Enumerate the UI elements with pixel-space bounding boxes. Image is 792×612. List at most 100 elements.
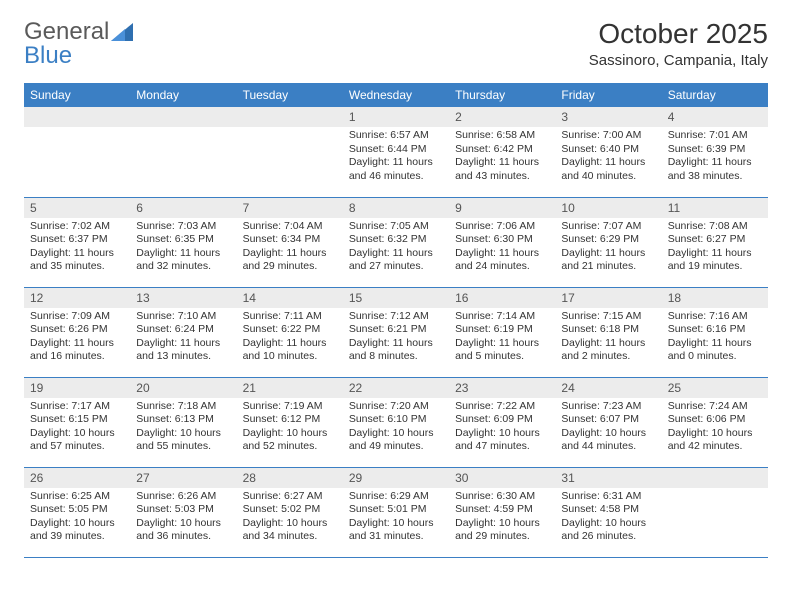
day-number: 8 — [343, 198, 449, 218]
calendar-day-cell: 5Sunrise: 7:02 AMSunset: 6:37 PMDaylight… — [24, 197, 130, 287]
sunrise-text: Sunrise: 6:30 AM — [455, 490, 549, 504]
calendar-week-row: 1Sunrise: 6:57 AMSunset: 6:44 PMDaylight… — [24, 107, 768, 197]
sunrise-text: Sunrise: 6:29 AM — [349, 490, 443, 504]
calendar-header-row: SundayMondayTuesdayWednesdayThursdayFrid… — [24, 83, 768, 107]
day-number: 21 — [237, 378, 343, 398]
calendar-day-cell — [237, 107, 343, 197]
day-number: 9 — [449, 198, 555, 218]
day-details: Sunrise: 6:27 AMSunset: 5:02 PMDaylight:… — [237, 488, 343, 549]
daylight-text: Daylight: 10 hours and 44 minutes. — [561, 427, 655, 454]
day-number: 28 — [237, 468, 343, 488]
day-number: 3 — [555, 107, 661, 127]
calendar-day-cell: 24Sunrise: 7:23 AMSunset: 6:07 PMDayligh… — [555, 377, 661, 467]
sunrise-text: Sunrise: 7:12 AM — [349, 310, 443, 324]
sunrise-text: Sunrise: 7:08 AM — [668, 220, 762, 234]
sunrise-text: Sunrise: 6:31 AM — [561, 490, 655, 504]
day-number: 14 — [237, 288, 343, 308]
day-number: 17 — [555, 288, 661, 308]
sunrise-text: Sunrise: 7:00 AM — [561, 129, 655, 143]
calendar-week-row: 5Sunrise: 7:02 AMSunset: 6:37 PMDaylight… — [24, 197, 768, 287]
weekday-header: Saturday — [662, 83, 768, 107]
day-number: 2 — [449, 107, 555, 127]
calendar-day-cell: 28Sunrise: 6:27 AMSunset: 5:02 PMDayligh… — [237, 467, 343, 557]
day-details: Sunrise: 6:29 AMSunset: 5:01 PMDaylight:… — [343, 488, 449, 549]
day-details: Sunrise: 7:18 AMSunset: 6:13 PMDaylight:… — [130, 398, 236, 459]
calendar-day-cell — [130, 107, 236, 197]
sunrise-text: Sunrise: 6:58 AM — [455, 129, 549, 143]
day-details: Sunrise: 7:20 AMSunset: 6:10 PMDaylight:… — [343, 398, 449, 459]
daylight-text: Daylight: 10 hours and 26 minutes. — [561, 517, 655, 544]
calendar-day-cell: 17Sunrise: 7:15 AMSunset: 6:18 PMDayligh… — [555, 287, 661, 377]
calendar-day-cell: 22Sunrise: 7:20 AMSunset: 6:10 PMDayligh… — [343, 377, 449, 467]
daylight-text: Daylight: 11 hours and 5 minutes. — [455, 337, 549, 364]
calendar-day-cell: 9Sunrise: 7:06 AMSunset: 6:30 PMDaylight… — [449, 197, 555, 287]
daylight-text: Daylight: 10 hours and 52 minutes. — [243, 427, 337, 454]
daylight-text: Daylight: 11 hours and 46 minutes. — [349, 156, 443, 183]
day-number: 7 — [237, 198, 343, 218]
sunset-text: Sunset: 6:21 PM — [349, 323, 443, 337]
daylight-text: Daylight: 10 hours and 55 minutes. — [136, 427, 230, 454]
sunset-text: Sunset: 5:02 PM — [243, 503, 337, 517]
sunset-text: Sunset: 6:07 PM — [561, 413, 655, 427]
daylight-text: Daylight: 11 hours and 2 minutes. — [561, 337, 655, 364]
day-number: 31 — [555, 468, 661, 488]
page-title: October 2025 — [589, 18, 768, 50]
sunrise-text: Sunrise: 7:14 AM — [455, 310, 549, 324]
daylight-text: Daylight: 10 hours and 47 minutes. — [455, 427, 549, 454]
sunrise-text: Sunrise: 7:07 AM — [561, 220, 655, 234]
sunrise-text: Sunrise: 7:11 AM — [243, 310, 337, 324]
sunset-text: Sunset: 6:39 PM — [668, 143, 762, 157]
day-number: 6 — [130, 198, 236, 218]
sunrise-text: Sunrise: 7:03 AM — [136, 220, 230, 234]
daylight-text: Daylight: 10 hours and 42 minutes. — [668, 427, 762, 454]
calendar-day-cell: 27Sunrise: 6:26 AMSunset: 5:03 PMDayligh… — [130, 467, 236, 557]
calendar-day-cell: 14Sunrise: 7:11 AMSunset: 6:22 PMDayligh… — [237, 287, 343, 377]
day-details: Sunrise: 7:07 AMSunset: 6:29 PMDaylight:… — [555, 218, 661, 279]
calendar-day-cell: 26Sunrise: 6:25 AMSunset: 5:05 PMDayligh… — [24, 467, 130, 557]
daylight-text: Daylight: 11 hours and 21 minutes. — [561, 247, 655, 274]
calendar-day-cell: 13Sunrise: 7:10 AMSunset: 6:24 PMDayligh… — [130, 287, 236, 377]
day-number: 1 — [343, 107, 449, 127]
daylight-text: Daylight: 11 hours and 16 minutes. — [30, 337, 124, 364]
daylight-text: Daylight: 11 hours and 10 minutes. — [243, 337, 337, 364]
sunset-text: Sunset: 5:05 PM — [30, 503, 124, 517]
calendar-day-cell: 18Sunrise: 7:16 AMSunset: 6:16 PMDayligh… — [662, 287, 768, 377]
day-number — [237, 107, 343, 127]
daylight-text: Daylight: 11 hours and 8 minutes. — [349, 337, 443, 364]
daylight-text: Daylight: 11 hours and 0 minutes. — [668, 337, 762, 364]
sunset-text: Sunset: 4:59 PM — [455, 503, 549, 517]
daylight-text: Daylight: 11 hours and 27 minutes. — [349, 247, 443, 274]
sunset-text: Sunset: 6:12 PM — [243, 413, 337, 427]
calendar-week-row: 19Sunrise: 7:17 AMSunset: 6:15 PMDayligh… — [24, 377, 768, 467]
sunset-text: Sunset: 6:26 PM — [30, 323, 124, 337]
sunrise-text: Sunrise: 7:02 AM — [30, 220, 124, 234]
day-details: Sunrise: 7:10 AMSunset: 6:24 PMDaylight:… — [130, 308, 236, 369]
day-details: Sunrise: 6:57 AMSunset: 6:44 PMDaylight:… — [343, 127, 449, 188]
day-number: 20 — [130, 378, 236, 398]
calendar-day-cell: 7Sunrise: 7:04 AMSunset: 6:34 PMDaylight… — [237, 197, 343, 287]
day-number: 16 — [449, 288, 555, 308]
daylight-text: Daylight: 11 hours and 19 minutes. — [668, 247, 762, 274]
day-details: Sunrise: 7:04 AMSunset: 6:34 PMDaylight:… — [237, 218, 343, 279]
calendar-week-row: 12Sunrise: 7:09 AMSunset: 6:26 PMDayligh… — [24, 287, 768, 377]
day-number: 25 — [662, 378, 768, 398]
calendar-day-cell: 25Sunrise: 7:24 AMSunset: 6:06 PMDayligh… — [662, 377, 768, 467]
day-number: 30 — [449, 468, 555, 488]
weekday-header: Wednesday — [343, 83, 449, 107]
weekday-header: Thursday — [449, 83, 555, 107]
calendar-day-cell: 15Sunrise: 7:12 AMSunset: 6:21 PMDayligh… — [343, 287, 449, 377]
day-number: 23 — [449, 378, 555, 398]
calendar-day-cell: 8Sunrise: 7:05 AMSunset: 6:32 PMDaylight… — [343, 197, 449, 287]
calendar-day-cell: 11Sunrise: 7:08 AMSunset: 6:27 PMDayligh… — [662, 197, 768, 287]
day-number: 11 — [662, 198, 768, 218]
calendar-day-cell: 3Sunrise: 7:00 AMSunset: 6:40 PMDaylight… — [555, 107, 661, 197]
day-details: Sunrise: 7:16 AMSunset: 6:16 PMDaylight:… — [662, 308, 768, 369]
day-details: Sunrise: 6:31 AMSunset: 4:58 PMDaylight:… — [555, 488, 661, 549]
sunrise-text: Sunrise: 7:18 AM — [136, 400, 230, 414]
day-details: Sunrise: 7:15 AMSunset: 6:18 PMDaylight:… — [555, 308, 661, 369]
sunset-text: Sunset: 6:34 PM — [243, 233, 337, 247]
calendar-day-cell: 10Sunrise: 7:07 AMSunset: 6:29 PMDayligh… — [555, 197, 661, 287]
title-block: October 2025 Sassinoro, Campania, Italy — [589, 18, 768, 69]
daylight-text: Daylight: 10 hours and 34 minutes. — [243, 517, 337, 544]
day-details: Sunrise: 6:25 AMSunset: 5:05 PMDaylight:… — [24, 488, 130, 549]
